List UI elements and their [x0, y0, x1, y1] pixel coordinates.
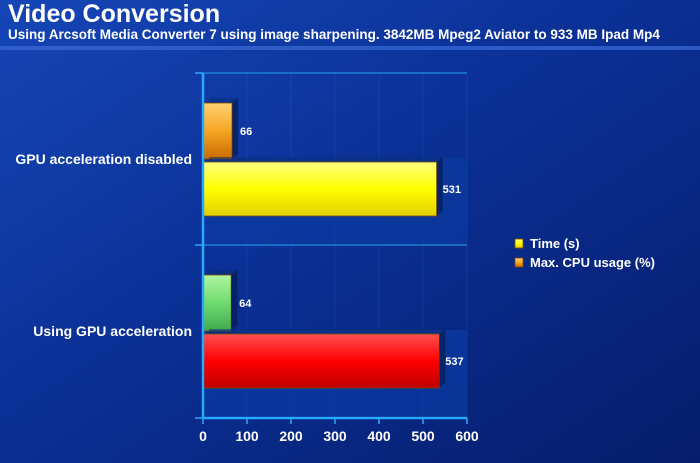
bar-side	[232, 98, 239, 159]
category-label-2: Using GPU acceleration	[33, 323, 192, 339]
bar-cpu-1	[202, 98, 239, 160]
data-label-time-2: 537	[445, 356, 463, 368]
data-label-time-1: 531	[443, 184, 461, 196]
bar-face	[202, 274, 232, 332]
data-label-cpu-1: 66	[240, 126, 252, 138]
legend-label: Max. CPU usage (%)	[530, 255, 655, 270]
x-tick-label: 0	[199, 428, 207, 444]
x-tick-label: 400	[367, 428, 391, 444]
chart-subtitle: Using Arcsoft Media Converter 7 using im…	[8, 27, 660, 42]
bar-side	[231, 270, 238, 331]
x-tick-label: 100	[235, 428, 259, 444]
category-label-1: GPU acceleration disabled	[15, 151, 192, 167]
bar-side	[439, 329, 446, 388]
x-tick-label: 600	[455, 428, 479, 444]
bar-side	[436, 157, 443, 216]
bar-time-1	[202, 157, 443, 217]
bar-time-2	[202, 329, 446, 389]
legend-item-1: Time (s)	[514, 236, 580, 251]
bar-face	[202, 161, 438, 217]
legend-swatch	[514, 257, 524, 268]
legend-label: Time (s)	[530, 236, 580, 251]
data-label-cpu-2: 64	[239, 298, 252, 310]
x-tick-label: 200	[279, 428, 303, 444]
x-tick-label: 500	[411, 428, 435, 444]
bar-face	[202, 102, 233, 160]
bar-face	[202, 333, 440, 389]
bar-cpu-2	[202, 270, 238, 332]
legend-item-2: Max. CPU usage (%)	[514, 255, 655, 270]
x-tick-label: 300	[323, 428, 347, 444]
legend-swatch	[514, 238, 524, 249]
chart-title: Video Conversion	[8, 0, 221, 28]
